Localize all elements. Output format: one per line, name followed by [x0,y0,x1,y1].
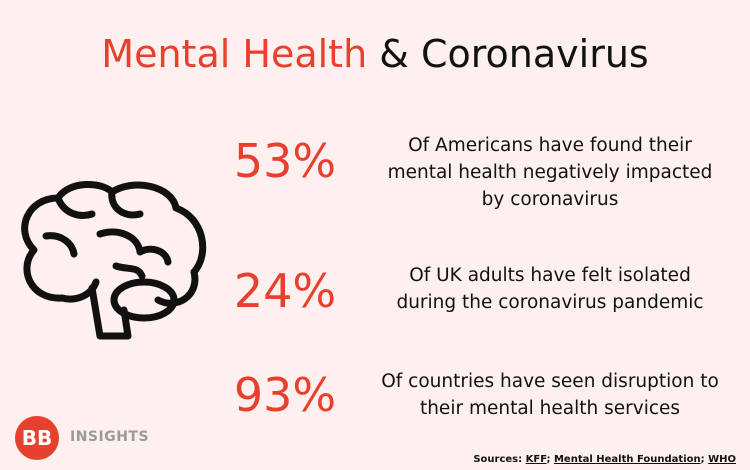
logo-name: INSIGHTS [70,429,150,445]
sources: Sources: KFF; Mental Health Foundation; … [473,454,736,465]
source-link: KFF [525,454,547,465]
source-link: Mental Health Foundation [553,454,701,465]
description-line: by coronavirus [481,189,619,210]
separator: ; [546,454,551,465]
description-line: Of Americans have found their [408,135,692,156]
separator: ; [700,454,705,465]
description-line: mental health negatively impacted [387,162,713,183]
description-line: their mental health services [419,398,681,419]
stat-description: Of Americans have found their mental heal… [360,132,740,213]
stat-value: 24% [233,264,337,318]
title: Mental Health & Coronavirus [0,32,750,76]
title-highlight: Mental Health [101,32,368,76]
source-link: WHO [708,454,736,465]
brain-icon [21,180,207,340]
sources-label: Sources: [473,454,523,465]
stat-description: Of countries have seen disruption to thei… [360,368,740,422]
stat-value: 93% [233,368,337,422]
description-line: Of UK adults have felt isolated [409,265,691,286]
description-line: Of countries have seen disruption to [381,371,719,392]
stat-description: Of UK adults have felt isolated during th… [360,262,740,316]
logo-mark: BB [15,416,59,460]
title-rest: & Coronavirus [379,32,649,76]
description-line: during the coronavirus pandemic [396,292,704,313]
stat-value: 53% [233,134,337,188]
